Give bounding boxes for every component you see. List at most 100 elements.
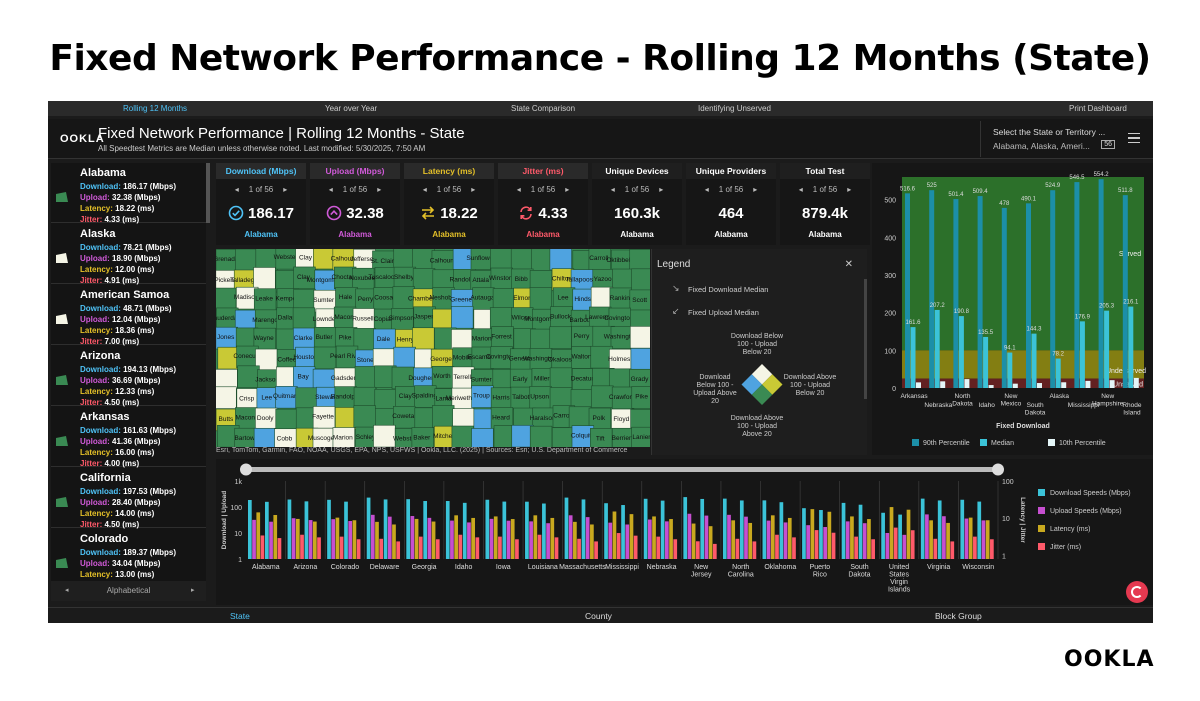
bar-latency-ms[interactable]: [929, 520, 933, 559]
bar-latency-ms[interactable]: [510, 519, 515, 559]
map-county-region[interactable]: [530, 328, 553, 352]
map-county-region[interactable]: [253, 267, 276, 290]
range-slider-handle[interactable]: [992, 463, 1004, 476]
pager-prev-icon[interactable]: ◂: [328, 185, 333, 194]
bar-upload-speeds-mbps[interactable]: [885, 533, 890, 559]
bar-jitter-ms[interactable]: [735, 538, 740, 559]
bar-download-speeds-mbps[interactable]: [462, 502, 467, 559]
bar-jitter-ms[interactable]: [396, 541, 401, 559]
bar-latency-ms[interactable]: [867, 519, 871, 559]
bar-download-speeds-mbps[interactable]: [762, 500, 767, 559]
bar-download-speeds-mbps[interactable]: [445, 501, 450, 559]
map-county-region[interactable]: [492, 288, 516, 311]
bar-jitter-ms[interactable]: [435, 539, 440, 559]
bar-download-speeds-mbps[interactable]: [248, 499, 252, 559]
bar-jitter-ms[interactable]: [814, 530, 819, 559]
bar-upload-speeds-mbps[interactable]: [387, 516, 392, 559]
map-county-region[interactable]: [529, 425, 553, 447]
bar-download-speeds-mbps[interactable]: [485, 499, 490, 559]
bar-latency-ms[interactable]: [629, 514, 634, 559]
bar-download-speeds-mbps[interactable]: [643, 498, 648, 559]
bar-upload-speeds-mbps[interactable]: [902, 534, 907, 559]
bar-10th-percentile[interactable]: [1085, 380, 1091, 388]
bar-upload-speeds-mbps[interactable]: [585, 517, 590, 559]
bar-median[interactable]: [1104, 310, 1110, 388]
bar-latency-ms[interactable]: [295, 518, 300, 559]
bar-10th-percentile[interactable]: [1133, 377, 1139, 388]
map-county-region[interactable]: [332, 427, 355, 447]
bar-download-speeds-mbps[interactable]: [700, 498, 705, 559]
bar-jitter-ms[interactable]: [458, 534, 463, 559]
bar-download-speeds-mbps[interactable]: [604, 503, 608, 559]
bar-upload-speeds-mbps[interactable]: [625, 524, 630, 559]
bar-jitter-ms[interactable]: [893, 527, 898, 559]
bar-10th-percentile[interactable]: [1061, 382, 1067, 388]
bar-jitter-ms[interactable]: [577, 538, 581, 559]
bar-download-speeds-mbps[interactable]: [287, 499, 292, 559]
bar-upload-speeds-mbps[interactable]: [348, 521, 353, 559]
bar-upload-speeds-mbps[interactable]: [925, 514, 929, 559]
bar-median[interactable]: [1055, 358, 1061, 388]
pager-next-icon[interactable]: ▸: [377, 185, 382, 194]
pager-next-icon[interactable]: ▸: [847, 185, 852, 194]
map-county-region[interactable]: [354, 366, 378, 389]
bar-90th-percentile[interactable]: [1098, 179, 1104, 388]
map-county-region[interactable]: [451, 306, 474, 329]
bar-jitter-ms[interactable]: [379, 538, 384, 559]
bar-jitter-ms[interactable]: [339, 536, 344, 559]
bar-latency-ms[interactable]: [533, 515, 538, 559]
bar-latency-ms[interactable]: [590, 524, 594, 559]
bar-upload-speeds-mbps[interactable]: [291, 518, 296, 559]
bar-90th-percentile[interactable]: [977, 196, 983, 388]
tab-county[interactable]: County: [585, 611, 612, 621]
bar-upload-speeds-mbps[interactable]: [727, 514, 731, 559]
bar-download-speeds-mbps[interactable]: [898, 514, 902, 559]
pager-next-icon[interactable]: ▸: [659, 185, 664, 194]
state-list-item-arizona[interactable]: Arizona Download: 194.13 (Mbps) Upload: 36…: [51, 346, 206, 407]
pager-prev-icon[interactable]: ◂: [798, 185, 803, 194]
pager-prev-icon[interactable]: ◂: [516, 185, 521, 194]
bar-jitter-ms[interactable]: [656, 536, 661, 559]
bar-download-speeds-mbps[interactable]: [423, 501, 428, 559]
bar-latency-ms[interactable]: [985, 520, 990, 559]
bar-latency-ms[interactable]: [454, 515, 458, 559]
bar-upload-speeds-mbps[interactable]: [410, 516, 415, 559]
bar-latency-ms[interactable]: [493, 516, 498, 559]
bar-90th-percentile[interactable]: [1122, 195, 1128, 388]
legend-scrollbar[interactable]: [864, 279, 867, 399]
bar-jitter-ms[interactable]: [933, 538, 938, 559]
bar-upload-speeds-mbps[interactable]: [845, 521, 850, 559]
map-county-region[interactable]: [471, 428, 494, 447]
bar-upload-speeds-mbps[interactable]: [687, 513, 692, 559]
bar-upload-speeds-mbps[interactable]: [806, 525, 811, 559]
map-county-region[interactable]: [451, 425, 474, 447]
bar-latency-ms[interactable]: [787, 517, 792, 559]
bar-latency-ms[interactable]: [850, 516, 854, 559]
bar-median[interactable]: [983, 336, 989, 388]
bar-upload-speeds-mbps[interactable]: [467, 522, 471, 559]
bar-latency-ms[interactable]: [414, 518, 419, 559]
bar-latency-ms[interactable]: [612, 511, 617, 559]
bar-upload-speeds-mbps[interactable]: [664, 521, 669, 559]
bar-upload-speeds-mbps[interactable]: [427, 517, 432, 559]
sort-next-icon[interactable]: ▸: [191, 587, 195, 594]
bar-latency-ms[interactable]: [312, 521, 317, 559]
bar-median[interactable]: [1128, 306, 1134, 388]
bar-download-speeds-mbps[interactable]: [881, 512, 885, 559]
bar-90th-percentile[interactable]: [1050, 190, 1056, 388]
bar-90th-percentile[interactable]: [953, 199, 959, 388]
tab-rolling-12-months[interactable]: Rolling 12 Months: [123, 104, 188, 113]
bar-download-speeds-mbps[interactable]: [660, 500, 665, 559]
bar-download-speeds-mbps[interactable]: [304, 501, 309, 559]
bar-latency-ms[interactable]: [810, 509, 815, 559]
map-county-region[interactable]: [216, 386, 237, 409]
bar-upload-speeds-mbps[interactable]: [862, 523, 867, 559]
map-county-region[interactable]: [489, 307, 513, 330]
bar-download-speeds-mbps[interactable]: [564, 497, 569, 559]
map-county-region[interactable]: [490, 249, 513, 271]
bar-jitter-ms[interactable]: [775, 534, 779, 559]
bar-jitter-ms[interactable]: [356, 539, 361, 559]
bar-latency-ms[interactable]: [906, 509, 911, 559]
pager-prev-icon[interactable]: ◂: [422, 185, 427, 194]
bar-jitter-ms[interactable]: [950, 541, 955, 559]
